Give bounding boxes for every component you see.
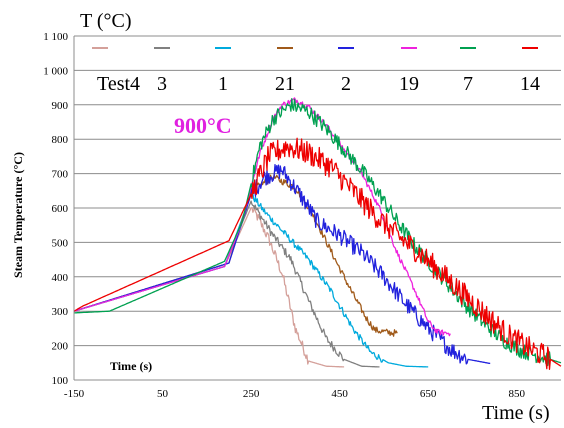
legend-label-19: 19 [399,73,419,95]
grid [74,35,561,381]
y-tick-label: 300 [52,306,69,318]
legend-label-4: Test4 [97,73,140,95]
series-line-4 [73,206,345,368]
series-line-14 [73,137,562,370]
legend-label-7: 7 [463,73,473,95]
y-tick-label: 900 [52,100,69,112]
legend-label-3: 3 [157,73,167,95]
y-tick-label: 700 [52,169,69,181]
series-line-21 [73,173,398,337]
y-tick-label: 100 [52,375,69,387]
y-tick-label: 1 000 [43,65,68,77]
x-tick-label: -150 [64,388,85,400]
x-tick-label: 650 [420,388,437,400]
x-axis-label: Time (s) [482,402,550,423]
x-tick-label: 50 [157,388,169,400]
y-tick-label: 500 [52,237,69,249]
annotation-label: 900°C [174,113,232,138]
x-tick-label: 450 [331,388,348,400]
corner-label: T (°C) [80,10,132,32]
legend-label-2: 2 [341,73,351,95]
y-tick-label: 1 100 [43,31,68,43]
legend-label-1: 1 [218,73,228,95]
y-tick-label: 800 [52,134,69,146]
x-tick-label: 850 [508,388,525,400]
axes: 100 200 300 400 500 600 700 800 900 1 000 1 100 -15… [43,31,525,400]
y-tick-label: 400 [52,272,69,284]
legend: Test4 3 1 21 2 19 7 14 [92,47,540,95]
legend-label-21: 21 [275,73,295,95]
series-line-2 [73,164,491,365]
y-axis-label: Steam Temperature (°C) [11,152,25,278]
y-tick-label: 200 [52,341,69,353]
series-line-19 [73,97,451,337]
legend-label-14: 14 [520,73,540,95]
series-line-7 [74,98,562,367]
x-tick-label: 250 [243,388,260,400]
y-tick-label: 600 [52,203,69,215]
series-group [73,97,562,370]
inner-x-axis-label: Time (s) [110,359,152,373]
